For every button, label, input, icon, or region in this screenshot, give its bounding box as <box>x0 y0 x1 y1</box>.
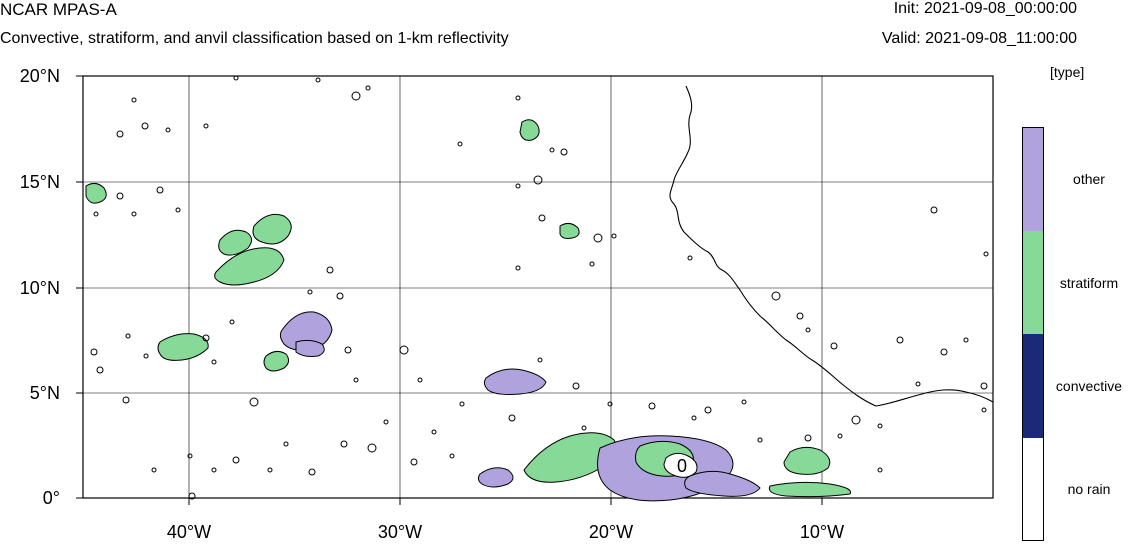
cluster-eq-5 <box>684 470 761 497</box>
legend-label-other: other <box>1073 171 1105 187</box>
lat-label-eq: 0° <box>42 488 60 508</box>
plot-subtitle: Convective, stratiform, and anvil classi… <box>0 30 509 47</box>
legend-label-no-rain: no rain <box>1067 481 1111 497</box>
lon-label-30w: 30°W <box>377 522 423 542</box>
scattered-cells <box>90 75 989 500</box>
legend-swatch-no-rain <box>1023 438 1043 540</box>
cluster-nw-5 <box>157 333 209 361</box>
cluster-eq-8 <box>477 467 514 488</box>
cluster-mid-1 <box>483 368 547 395</box>
init-time: Init: 2021-09-08_00:00:00 <box>893 0 1077 17</box>
valid-time: Valid: 2021-09-08_11:00:00 <box>881 30 1077 47</box>
cluster-nw-8 <box>295 339 325 357</box>
lat-label-15n: 15°N <box>19 172 60 192</box>
lat-label-5n: 5°N <box>29 383 60 403</box>
coastline <box>669 85 994 407</box>
legend-units: [type] <box>1050 64 1085 80</box>
legend-swatch-convective <box>1023 334 1043 438</box>
legend-swatch-stratiform <box>1023 231 1043 334</box>
cluster-mid-2 <box>519 119 540 141</box>
lat-label-20n: 20°N <box>19 66 60 86</box>
cluster-nw-4 <box>252 213 292 245</box>
legend-label-stratiform: stratiform <box>1059 275 1119 291</box>
legend-label-convective: convective <box>1055 378 1123 394</box>
cluster-mid-3 <box>559 222 580 239</box>
lat-label-10n: 10°N <box>19 278 60 298</box>
axis-ticks <box>76 75 823 505</box>
lon-label-40w: 40°W <box>166 522 212 542</box>
lon-label-10w: 10°W <box>799 522 845 542</box>
contour-label: 0 <box>677 456 687 476</box>
precip-systems <box>85 119 852 502</box>
cluster-eq-7 <box>768 481 852 498</box>
cluster-eq-6 <box>783 446 831 475</box>
cluster-nw-1 <box>85 182 107 204</box>
graticule <box>83 76 993 498</box>
cluster-nw-3 <box>214 247 285 286</box>
cluster-nw-6 <box>263 350 290 372</box>
cluster-nw-2 <box>218 229 252 256</box>
model-title: NCAR MPAS-A <box>0 0 117 19</box>
cluster-eq-4 <box>663 452 698 478</box>
cluster-nw-7 <box>279 311 333 351</box>
legend-colorbar <box>1022 127 1044 541</box>
legend-swatch-other <box>1023 128 1043 231</box>
map-frame <box>82 75 994 499</box>
lon-label-20w: 20°W <box>588 522 634 542</box>
